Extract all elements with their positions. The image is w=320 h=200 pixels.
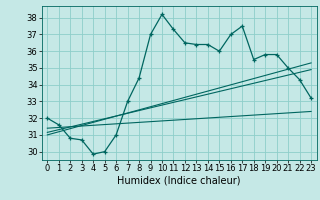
X-axis label: Humidex (Indice chaleur): Humidex (Indice chaleur) bbox=[117, 176, 241, 186]
